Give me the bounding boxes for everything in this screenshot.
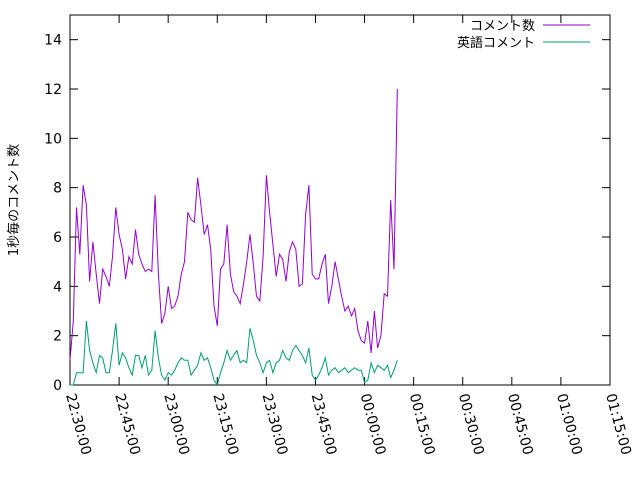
plot-frame: [69, 14, 611, 386]
y-axis-label: 1秒毎のコメント数: [6, 144, 22, 256]
x-tick-label: 23:00:00: [160, 392, 192, 457]
x-tick-label: 23:30:00: [258, 392, 290, 457]
y-tick-label: 12: [44, 82, 62, 98]
legend-label-1: 英語コメント: [457, 35, 535, 51]
y-tick-label: 8: [53, 181, 62, 197]
y-tick-label: 0: [53, 378, 62, 394]
y-tick-label: 6: [53, 230, 62, 246]
x-tick-label: 01:00:00: [553, 392, 585, 457]
plot-area: [69, 14, 611, 386]
x-tick-label: 01:15:00: [602, 392, 634, 457]
x-tick-label: 00:00:00: [357, 392, 389, 457]
x-tick-label: 23:45:00: [308, 392, 340, 457]
y-tick-label: 10: [44, 131, 62, 147]
y-tick-label: 4: [53, 279, 62, 295]
x-tick-label: 00:15:00: [406, 392, 438, 457]
legend-label-0: コメント数: [470, 19, 535, 34]
y-axis-ticks: 0 2 4 6 8 10 12 14: [44, 33, 610, 394]
y-tick-label: 14: [44, 33, 62, 49]
y-tick-label: 2: [53, 329, 62, 345]
series-layer: [69, 88, 398, 387]
x-tick-label: 23:15:00: [209, 392, 241, 457]
x-tick-label: 22:30:00: [62, 392, 94, 457]
x-axis-ticks: 22:30:00 22:45:00 23:00:00 23:15:00 23:30:00…: [62, 15, 634, 457]
series-line-1: [70, 320, 398, 387]
x-tick-label: 22:45:00: [111, 392, 143, 457]
x-tick-label: 00:30:00: [455, 392, 487, 457]
x-tick-label: 00:45:00: [504, 392, 536, 457]
series-line-0: [69, 88, 398, 361]
